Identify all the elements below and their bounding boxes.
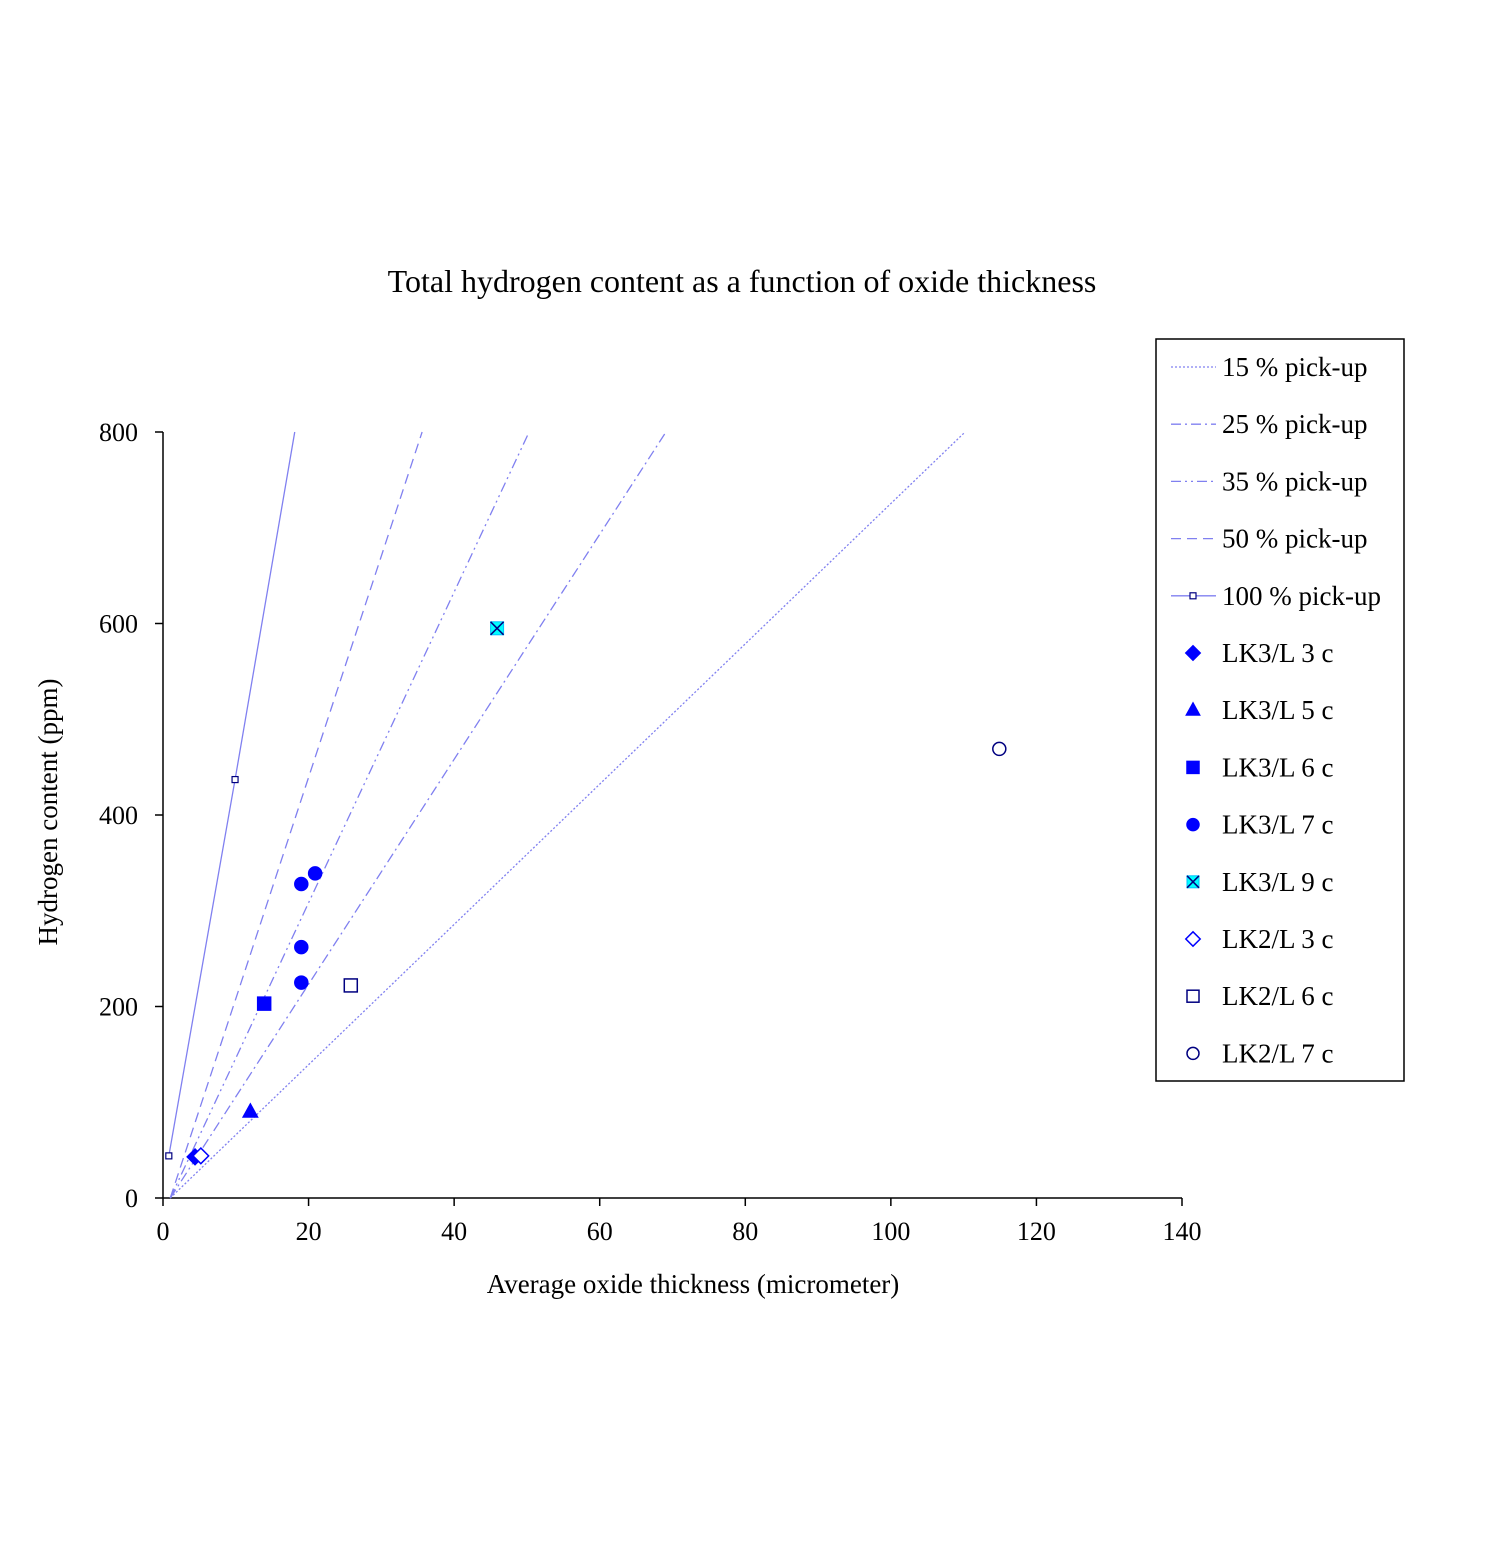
pickup-line [169,431,966,1199]
x-axis-label: Average oxide thickness (micrometer) [487,1269,900,1299]
legend-marker-swatch [1186,1046,1200,1061]
legend-items: 15 % pick-up 25 % pick-up 35 % pick-up 50 %… [1171,352,1381,1068]
legend-label: LK3/L 6 c [1222,752,1333,782]
x-tick-label: 80 [732,1217,758,1246]
x-tick-label: 0 [157,1217,170,1246]
data-point [241,1102,259,1118]
data-point [191,1147,210,1165]
data-point [294,876,309,892]
legend-marker-swatch [1186,817,1200,832]
legend-label: 100 % pick-up [1222,581,1381,611]
data-point [294,939,309,955]
legend-label: LK3/L 9 c [1222,867,1333,897]
data-point [343,978,359,993]
y-axis-label: Hydrogen content (ppm) [33,679,63,946]
legend-marker-swatch [1186,875,1200,889]
data-point-cross [490,621,505,636]
legend-label: LK3/L 7 c [1222,810,1333,840]
pickup-line [169,431,667,1199]
pickup-line [168,431,296,1156]
legend-label: 15 % pick-up [1222,352,1367,382]
legend-label: LK3/L 3 c [1222,638,1333,668]
legend-label: 50 % pick-up [1222,524,1367,554]
legend-marker-swatch-cross [1186,875,1200,889]
legend-label: 25 % pick-up [1222,409,1367,439]
plot-area: 0 20 40 60 80 100 120 140 0 200 400 600 800 [99,418,1202,1246]
legend-marker-swatch [1185,701,1201,716]
legend-label: LK2/L 3 c [1222,924,1333,954]
pickup-line [169,431,423,1199]
legend-label: LK2/L 6 c [1222,981,1333,1011]
y-tick-label: 200 [99,993,138,1022]
x-tick-label: 60 [587,1217,613,1246]
y-tick-label: 0 [125,1184,138,1213]
x-tick-label: 20 [296,1217,322,1246]
legend-marker-swatch [1189,592,1197,600]
chart-title: Total hydrogen content as a function of … [388,263,1097,299]
legend-label: 35 % pick-up [1222,466,1367,496]
legend-marker-swatch [1184,930,1202,948]
x-tick-label: 100 [871,1217,910,1246]
legend-marker-swatch [1186,989,1200,1003]
y-tick-label: 400 [99,801,138,830]
pickup-line [169,431,530,1199]
data-point [992,741,1007,757]
legend-marker-swatch [1186,760,1200,775]
y-tick-label: 800 [99,418,138,447]
pickup-marker [231,775,239,784]
data-point [294,975,309,990]
legend-label: LK3/L 5 c [1222,695,1333,725]
data-point [490,621,505,636]
legend-marker-swatch [1184,644,1202,662]
x-tick-label: 140 [1163,1217,1202,1246]
y-tick-label: 600 [99,610,138,639]
data-point [307,866,323,881]
data-point [256,996,272,1011]
pickup-marker [165,1152,173,1160]
x-tick-label: 120 [1017,1217,1056,1246]
legend-label: LK2/L 7 c [1222,1038,1333,1068]
x-tick-label: 40 [441,1217,467,1246]
